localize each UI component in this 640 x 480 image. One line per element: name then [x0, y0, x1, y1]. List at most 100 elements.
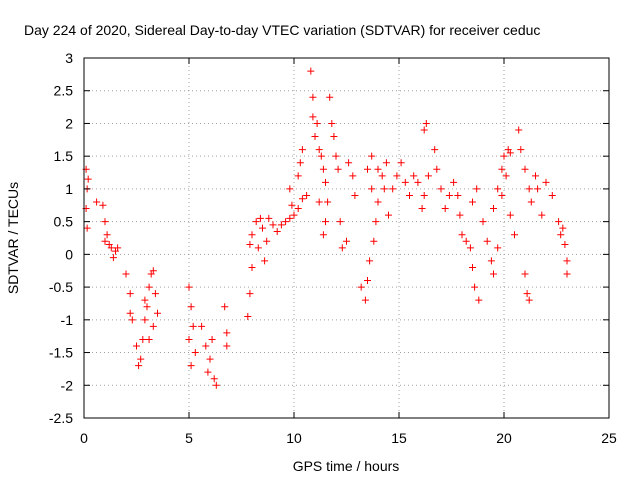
data-point — [469, 198, 476, 206]
data-point — [208, 335, 216, 343]
y-tick-label: -2 — [61, 377, 74, 393]
data-point — [298, 146, 306, 154]
data-point — [294, 172, 302, 180]
data-point — [431, 146, 439, 154]
data-point — [309, 93, 317, 101]
data-point — [445, 191, 453, 199]
data-point — [256, 214, 264, 222]
y-tick-label: 3 — [65, 50, 73, 66]
data-point — [414, 178, 422, 186]
data-point — [450, 178, 458, 186]
data-point — [277, 221, 285, 229]
data-point — [393, 172, 401, 180]
data-point — [364, 165, 371, 173]
data-point — [420, 126, 428, 134]
data-point — [322, 218, 329, 226]
data-point — [424, 172, 432, 180]
data-point — [479, 218, 487, 226]
data-point — [265, 214, 273, 222]
data-point — [319, 165, 327, 173]
data-point — [406, 191, 413, 199]
data-point — [336, 218, 344, 226]
data-point — [525, 296, 533, 304]
data-point — [101, 237, 109, 245]
data-points — [82, 67, 571, 389]
data-point — [559, 224, 567, 232]
y-tick-label: -2.5 — [49, 410, 73, 426]
x-tick-label: 0 — [80, 430, 88, 446]
data-point — [307, 67, 315, 75]
data-point — [364, 277, 371, 285]
data-point — [319, 231, 327, 239]
data-point — [212, 381, 220, 389]
data-point — [135, 362, 143, 370]
data-point — [361, 296, 369, 304]
data-point — [145, 335, 153, 343]
data-point — [366, 257, 374, 265]
data-point — [422, 119, 430, 127]
data-point — [410, 172, 418, 180]
data-point — [374, 198, 382, 206]
data-point — [332, 152, 340, 160]
data-point — [378, 172, 386, 180]
data-point — [456, 211, 464, 219]
data-point — [149, 267, 157, 275]
data-point — [198, 322, 206, 330]
data-point — [317, 152, 325, 160]
data-point — [149, 322, 157, 330]
data-point — [521, 165, 529, 173]
data-point — [185, 283, 193, 291]
y-tick-label: -1.5 — [49, 345, 73, 361]
data-point — [506, 149, 514, 157]
data-point — [315, 146, 323, 154]
y-tick-label: -1 — [61, 312, 74, 328]
data-point — [290, 211, 298, 219]
data-point — [326, 93, 334, 101]
plot-frame — [83, 57, 610, 419]
data-point — [133, 342, 140, 350]
data-point — [141, 316, 149, 324]
data-point — [548, 191, 556, 199]
data-point — [494, 244, 502, 252]
data-point — [187, 362, 195, 370]
data-point — [107, 244, 115, 252]
data-point — [269, 221, 277, 229]
data-point — [286, 214, 294, 222]
data-point — [473, 185, 481, 193]
data-point — [555, 218, 563, 226]
data-point — [141, 296, 149, 304]
data-point — [273, 227, 281, 235]
data-point — [368, 152, 376, 160]
data-point — [210, 375, 218, 383]
data-point — [83, 224, 91, 232]
data-point — [338, 244, 346, 252]
data-point — [534, 185, 542, 193]
data-point — [385, 211, 392, 219]
x-tick-label: 5 — [185, 430, 193, 446]
data-point — [223, 342, 231, 350]
data-point — [500, 152, 508, 160]
data-point — [263, 237, 271, 245]
data-point — [223, 329, 231, 337]
data-point — [122, 270, 130, 278]
y-axis-label: SDTVAR / TECUs — [5, 182, 21, 294]
data-point — [368, 185, 376, 193]
data-point — [351, 191, 359, 199]
data-point — [248, 231, 256, 239]
data-point — [103, 231, 111, 239]
data-point — [418, 205, 426, 213]
data-point — [437, 185, 445, 193]
data-point — [84, 175, 92, 183]
data-point — [380, 185, 388, 193]
data-point — [114, 244, 122, 252]
data-point — [357, 283, 365, 291]
axis-ticks: 0 5 10 15 20 25 -2.5 -2 -1.5 -1 -0.5 0 0.5 1 1.5 2 2.5 3 — [49, 50, 617, 446]
data-point — [458, 231, 466, 239]
data-point — [557, 231, 565, 239]
y-tick-label: 2 — [65, 115, 73, 131]
x-tick-label: 10 — [286, 430, 302, 446]
data-point — [525, 185, 533, 193]
data-point — [151, 290, 159, 298]
data-point — [128, 316, 136, 324]
data-point — [506, 211, 514, 219]
